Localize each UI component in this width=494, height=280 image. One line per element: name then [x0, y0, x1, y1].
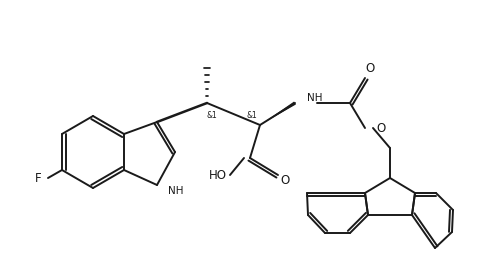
- Text: F: F: [35, 171, 41, 185]
- Text: HO: HO: [209, 169, 227, 181]
- Text: O: O: [366, 62, 374, 74]
- Text: NH: NH: [168, 186, 183, 196]
- Text: &1: &1: [206, 111, 217, 120]
- Text: NH: NH: [307, 93, 323, 103]
- Polygon shape: [260, 102, 296, 125]
- Text: O: O: [376, 122, 385, 134]
- Text: &1: &1: [247, 111, 257, 120]
- Text: O: O: [281, 174, 289, 186]
